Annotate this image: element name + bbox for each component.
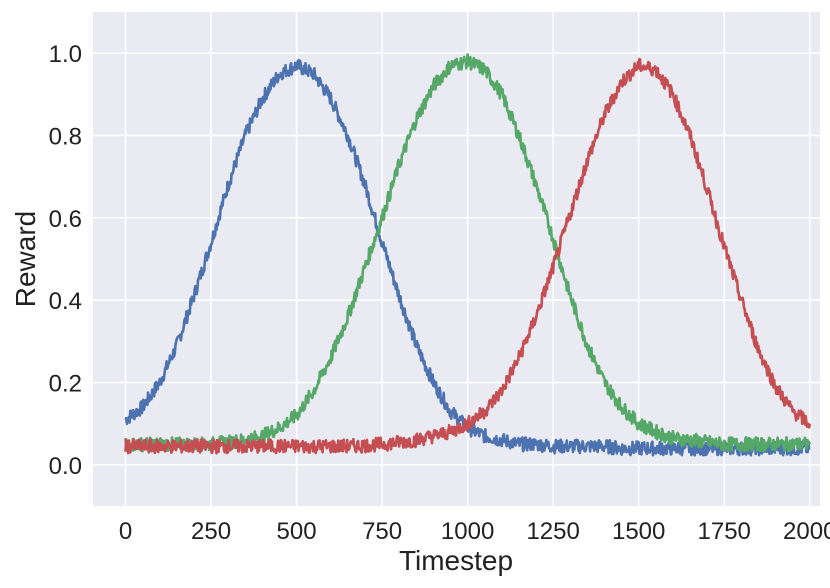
- y-tick-label: 0.8: [49, 124, 82, 151]
- x-tick-label: 250: [191, 518, 231, 545]
- y-tick-label: 0.4: [49, 288, 82, 315]
- y-axis-label: Reward: [10, 211, 41, 307]
- x-tick-label: 2000: [783, 518, 830, 545]
- grid-lines: [93, 12, 820, 506]
- x-tick-labels: 0 250 500 750 1000 1250 1500 1750 2000: [119, 518, 830, 545]
- y-tick-label: 0.0: [49, 453, 82, 480]
- y-tick-labels: 0.0 0.2 0.4 0.6 0.8 1.0: [49, 41, 82, 480]
- x-tick-label: 1500: [612, 518, 665, 545]
- x-tick-label: 750: [362, 518, 402, 545]
- series-line-3: [124, 57, 811, 455]
- y-tick-label: 1.0: [49, 41, 82, 68]
- x-tick-label: 1250: [526, 518, 579, 545]
- x-tick-label: 1000: [441, 518, 494, 545]
- y-tick-label: 0.2: [49, 371, 82, 398]
- series-lines: [124, 53, 811, 457]
- x-tick-label: 500: [277, 518, 317, 545]
- x-tick-label: 0: [119, 518, 132, 545]
- y-tick-label: 0.6: [49, 206, 82, 233]
- x-tick-label: 1750: [698, 518, 751, 545]
- x-axis-label: Timestep: [399, 545, 513, 576]
